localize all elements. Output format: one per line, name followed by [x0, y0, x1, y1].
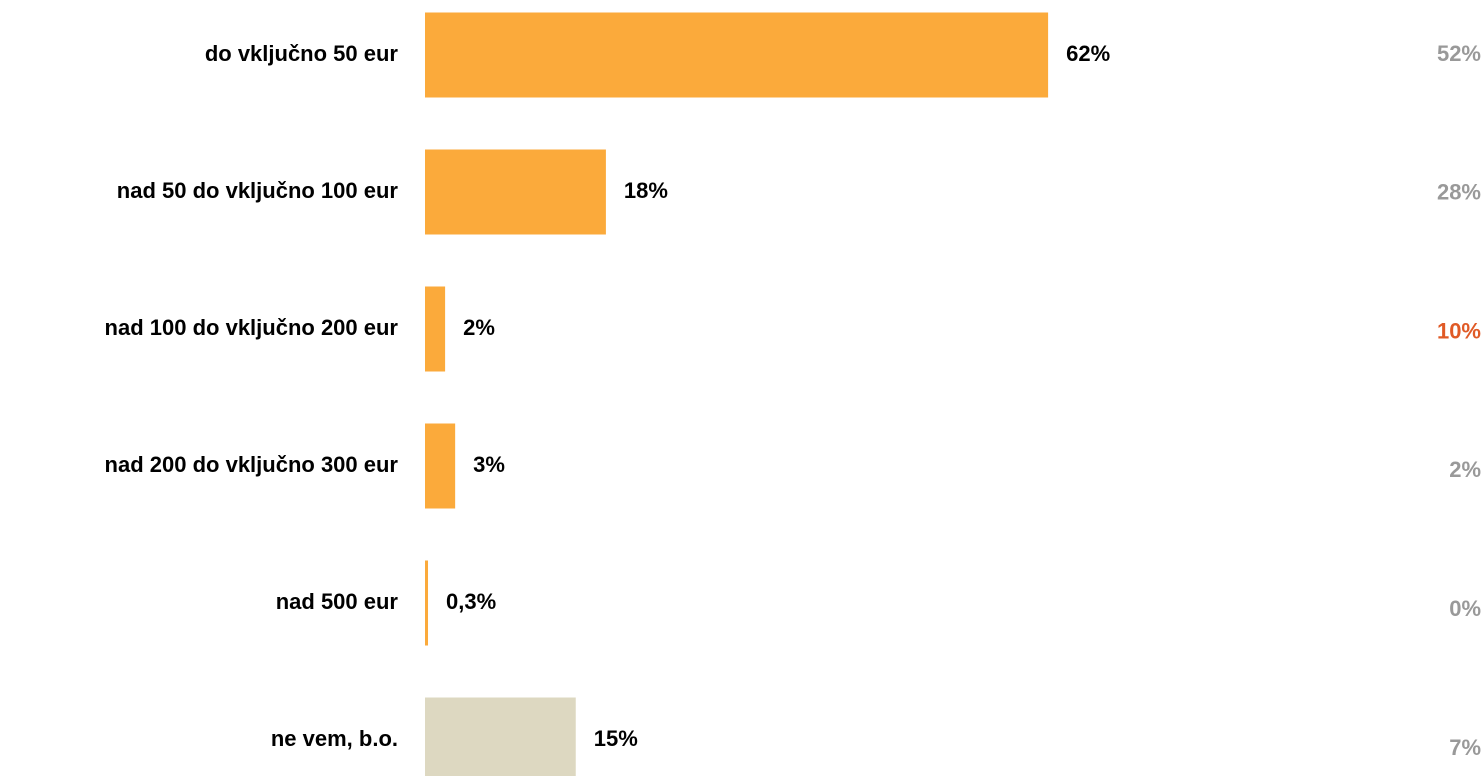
- category-label: nad 50 do vključno 100 eur: [117, 178, 399, 203]
- comparison-label: 52%: [1437, 41, 1481, 66]
- bar: [425, 149, 606, 235]
- category-label: do vključno 50 eur: [205, 41, 399, 66]
- category-label: nad 500 eur: [276, 589, 399, 614]
- category-label: ne vem, b.o.: [271, 726, 398, 751]
- bar: [425, 560, 429, 646]
- comparison-label: 0%: [1449, 596, 1481, 621]
- bar: [425, 697, 576, 776]
- bar: [425, 12, 1049, 98]
- value-label: 3%: [473, 452, 505, 477]
- value-label: 2%: [463, 315, 495, 340]
- category-label: nad 200 do vključno 300 eur: [105, 452, 399, 477]
- bar: [425, 423, 456, 509]
- value-label: 0,3%: [446, 589, 496, 614]
- comparison-label: 28%: [1437, 180, 1481, 205]
- value-label: 15%: [594, 726, 638, 751]
- comparison-label: 7%: [1449, 735, 1481, 760]
- category-label: nad 100 do vključno 200 eur: [105, 315, 399, 340]
- value-label: 18%: [624, 178, 668, 203]
- bar: [425, 286, 446, 372]
- comparison-label: 2%: [1449, 457, 1481, 482]
- comparison-label: 10%: [1437, 318, 1481, 343]
- value-label: 62%: [1066, 41, 1110, 66]
